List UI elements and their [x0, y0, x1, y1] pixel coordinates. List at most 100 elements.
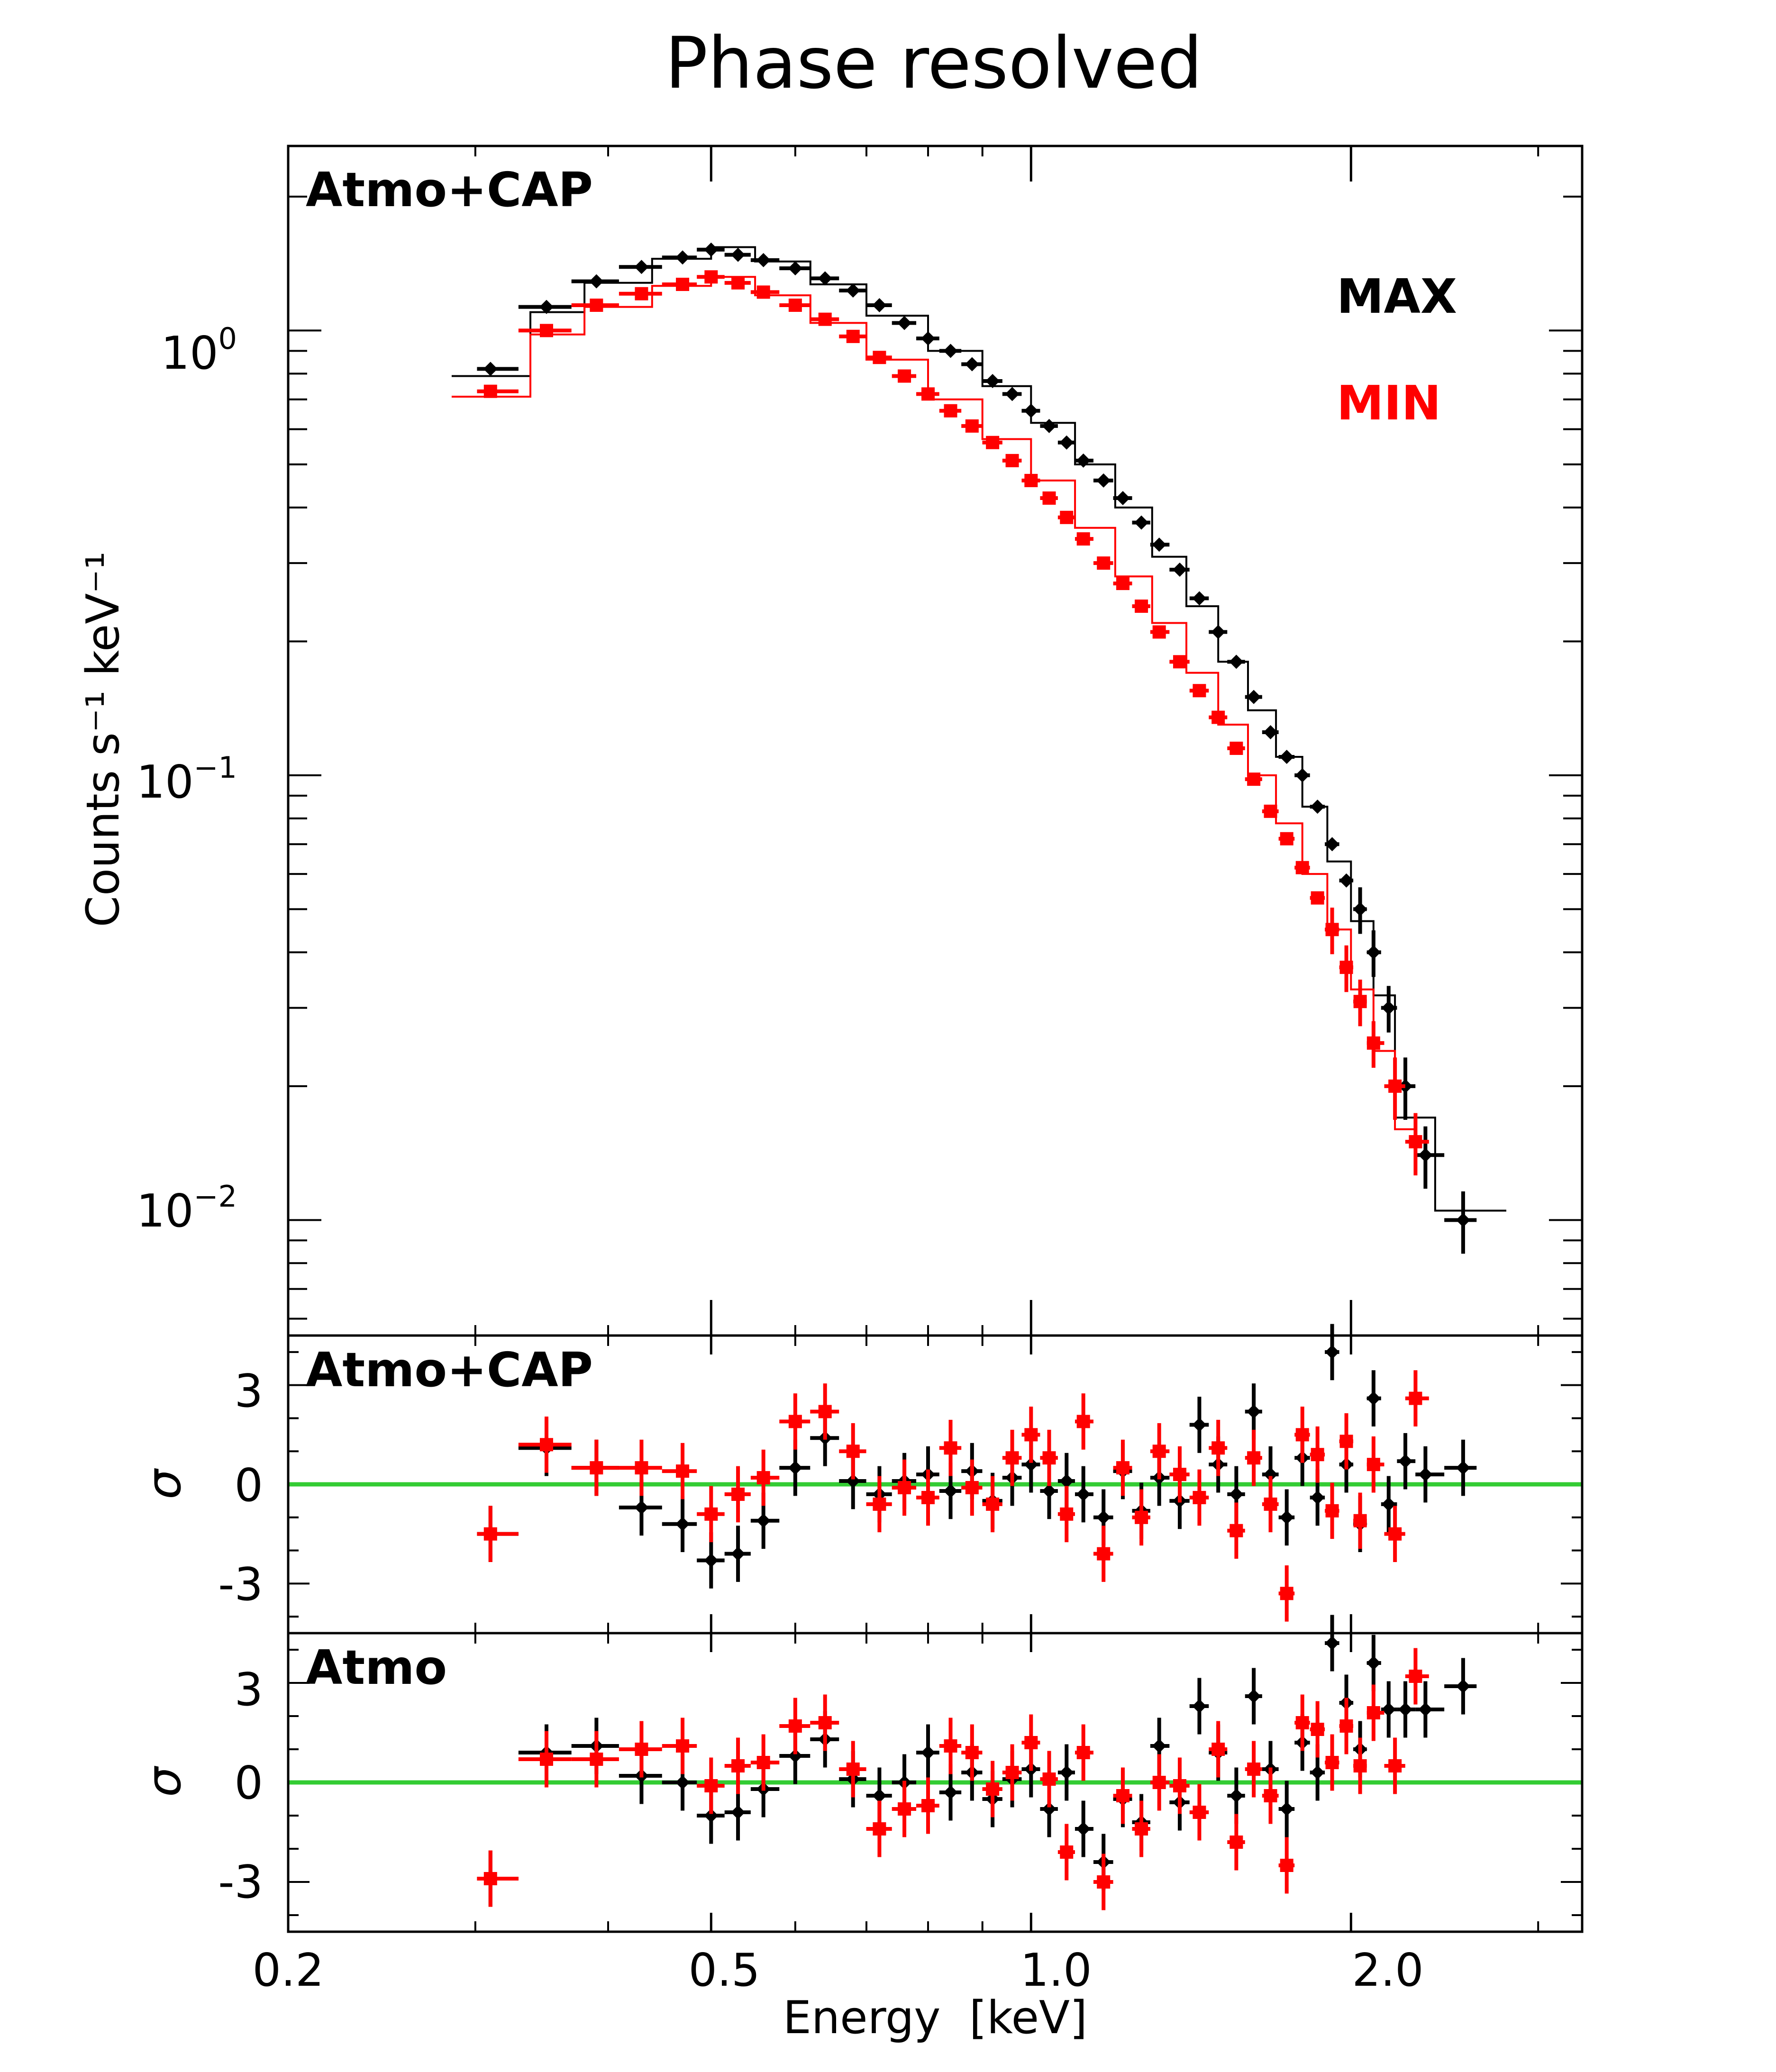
- marker-diamond: [1366, 1391, 1381, 1406]
- marker-square: [1366, 1458, 1380, 1472]
- marker-diamond: [872, 298, 887, 313]
- marker-square: [788, 1719, 802, 1733]
- marker-square: [944, 1739, 957, 1753]
- data-point-min: [810, 312, 839, 326]
- data-point-max: [1209, 625, 1228, 639]
- marker-square: [1409, 1391, 1422, 1405]
- marker-square: [1116, 1789, 1129, 1802]
- data-point-min: [662, 1443, 697, 1499]
- data-point-min: [750, 1734, 780, 1791]
- data-point-max: [1278, 1489, 1295, 1546]
- marker-square: [898, 369, 911, 383]
- marker-square: [788, 1415, 802, 1428]
- marker-diamond: [846, 283, 860, 298]
- marker-square: [1353, 1759, 1367, 1772]
- data-point-max: [619, 260, 662, 274]
- marker-diamond: [1229, 654, 1244, 669]
- x-axis: 0.2 0.5 1.0 2.0 Energy [keV]: [252, 1945, 1423, 2044]
- marker-square: [539, 1438, 553, 1452]
- data-point-min: [1310, 1426, 1325, 1483]
- marker-square: [756, 285, 770, 299]
- data-point-min: [1353, 980, 1367, 1027]
- marker-square: [1264, 1789, 1277, 1802]
- data-point-min: [1057, 1486, 1075, 1543]
- marker-square: [635, 287, 648, 300]
- data-point-max: [1113, 491, 1132, 505]
- data-point-min: [1227, 1814, 1245, 1871]
- data-point-max: [866, 298, 892, 313]
- data-point-max: [1002, 387, 1022, 401]
- data-point-min: [1075, 1393, 1093, 1450]
- marker-diamond: [1247, 1404, 1261, 1419]
- data-point-min: [1366, 1436, 1384, 1493]
- marker-diamond: [731, 1546, 746, 1561]
- data-point-min: [1366, 1021, 1384, 1068]
- data-point-min: [1189, 1469, 1209, 1526]
- marker-square: [846, 1445, 860, 1458]
- data-point-min: [1310, 891, 1325, 905]
- data-point-max: [961, 357, 983, 372]
- marker-square: [1366, 1706, 1380, 1719]
- data-point-min: [1002, 1429, 1022, 1486]
- marker-square: [1388, 1079, 1402, 1093]
- marker-diamond: [1366, 1656, 1381, 1670]
- marker-diamond: [1418, 1702, 1433, 1717]
- y-axis-label-residuals-atmo: σ: [136, 1766, 191, 1797]
- data-point-min: [1093, 1854, 1113, 1910]
- marker-square: [1311, 1723, 1324, 1736]
- data-point-min: [1040, 1429, 1058, 1486]
- data-point-min: [939, 404, 962, 418]
- marker-diamond: [731, 247, 746, 262]
- marker-square: [1042, 1451, 1056, 1465]
- marker-diamond: [1024, 1457, 1038, 1472]
- marker-square: [1339, 961, 1353, 974]
- marker-diamond: [1418, 1148, 1433, 1163]
- marker-diamond: [634, 260, 649, 274]
- data-point-min: [724, 1466, 751, 1523]
- data-point-min: [779, 1698, 811, 1754]
- data-point-max: [779, 261, 811, 276]
- data-point-min: [1339, 1698, 1354, 1754]
- marker-square: [590, 1461, 603, 1475]
- data-point-min: [1384, 1506, 1405, 1562]
- marker-diamond: [788, 1749, 802, 1763]
- marker-square: [1339, 1435, 1353, 1448]
- marker-square: [756, 1756, 770, 1769]
- data-point-max: [724, 1784, 751, 1841]
- data-point-min: [1150, 625, 1170, 639]
- data-point-min: [571, 299, 619, 312]
- data-point-min: [961, 419, 983, 433]
- data-point-min: [697, 270, 725, 284]
- data-point-min: [1278, 1837, 1295, 1894]
- y-tick-label-p1-0: 0: [235, 1460, 263, 1512]
- marker-square: [873, 351, 886, 364]
- marker-diamond: [818, 271, 832, 286]
- marker-diamond: [756, 253, 771, 267]
- data-point-min: [1278, 1565, 1295, 1622]
- data-point-min: [518, 1416, 572, 1473]
- data-point-max: [1339, 873, 1354, 888]
- marker-diamond: [985, 373, 1000, 388]
- data-point-min: [810, 1694, 839, 1751]
- marker-square: [1193, 1806, 1206, 1819]
- marker-square: [1060, 1845, 1074, 1859]
- data-point-max: [1057, 435, 1075, 450]
- data-point-min: [1245, 1741, 1262, 1798]
- marker-square: [756, 1471, 770, 1485]
- marker-square: [873, 1497, 886, 1511]
- marker-square: [788, 299, 802, 312]
- data-point-min: [1113, 1439, 1132, 1496]
- marker-square: [846, 329, 860, 343]
- data-point-max: [1381, 1476, 1397, 1533]
- marker-diamond: [1418, 1467, 1433, 1482]
- marker-square: [846, 1763, 860, 1776]
- marker-diamond: [943, 1483, 958, 1498]
- marker-square: [1353, 995, 1367, 1009]
- marker-square: [539, 324, 553, 337]
- marker-square: [1152, 625, 1166, 639]
- data-point-min: [518, 1731, 572, 1788]
- data-point-min: [892, 369, 917, 383]
- marker-square: [676, 1739, 690, 1753]
- marker-diamond: [1192, 591, 1207, 606]
- data-point-min: [1405, 1648, 1429, 1705]
